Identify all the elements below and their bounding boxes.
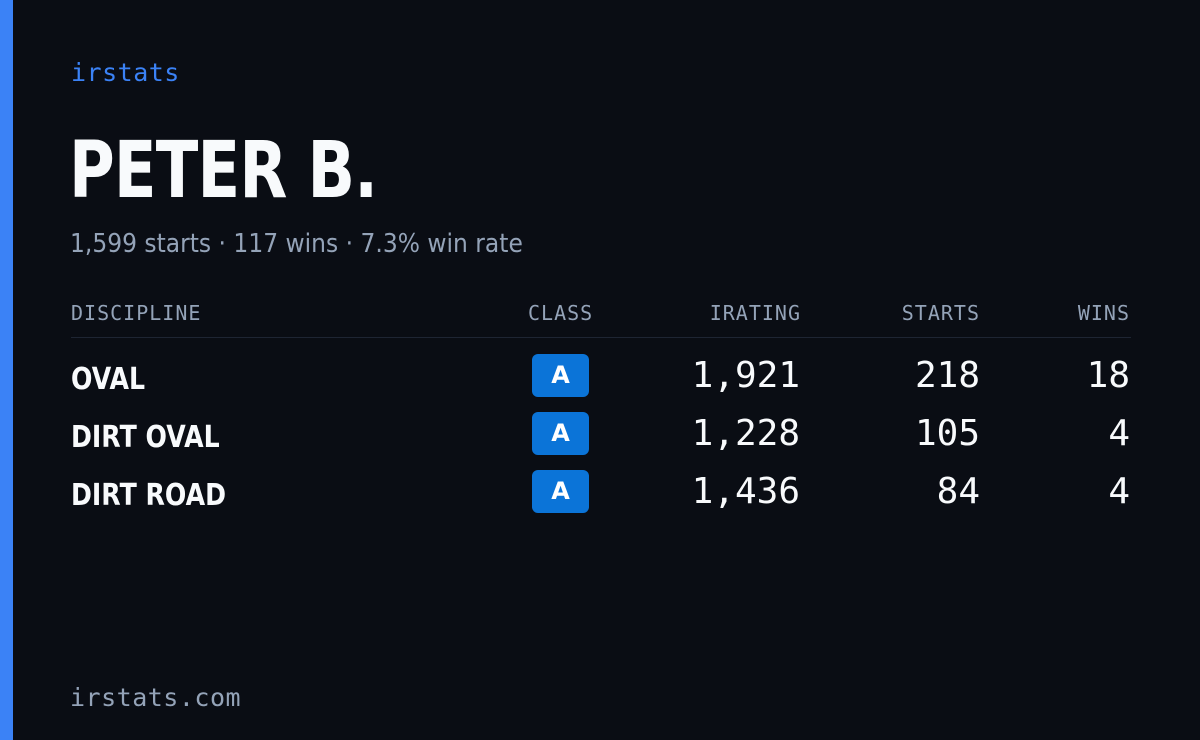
discipline-name: DIRT ROAD [71, 478, 227, 513]
class-badge: A [532, 412, 589, 455]
header-class: CLASS [528, 301, 594, 325]
discipline-name: OVAL [71, 362, 146, 397]
table-header: DISCIPLINE CLASS IRATING STARTS WINS [71, 300, 1131, 338]
starts-value: 84 [936, 471, 980, 512]
discipline-table: DISCIPLINE CLASS IRATING STARTS WINS OVA… [71, 300, 1131, 513]
table-row: OVAL A 1,921 218 18 [71, 338, 1131, 397]
driver-name: PETER B. [69, 126, 378, 216]
footer-url[interactable]: irstats.com [70, 683, 242, 712]
starts-value: 218 [914, 355, 980, 396]
table-row: DIRT ROAD A 1,436 84 4 [71, 454, 1131, 513]
wins-value: 18 [1086, 355, 1130, 396]
brand-logo[interactable]: irstats [71, 58, 180, 87]
driver-summary: 1,599 starts · 117 wins · 7.3% win rate [70, 229, 523, 259]
header-starts: STARTS [901, 301, 980, 325]
class-badge: A [532, 470, 589, 513]
class-badge: A [532, 354, 589, 397]
irating-value: 1,228 [691, 413, 800, 454]
header-discipline: DISCIPLINE [71, 301, 202, 325]
header-wins: WINS [1077, 301, 1130, 325]
starts-value: 105 [914, 413, 980, 454]
accent-bar [0, 0, 13, 740]
table-row: DIRT OVAL A 1,228 105 4 [71, 396, 1131, 455]
irating-value: 1,921 [691, 355, 800, 396]
discipline-name: DIRT OVAL [71, 420, 220, 455]
wins-value: 4 [1108, 413, 1130, 454]
wins-value: 4 [1108, 471, 1130, 512]
header-irating: IRATING [709, 301, 801, 325]
irating-value: 1,436 [691, 471, 800, 512]
